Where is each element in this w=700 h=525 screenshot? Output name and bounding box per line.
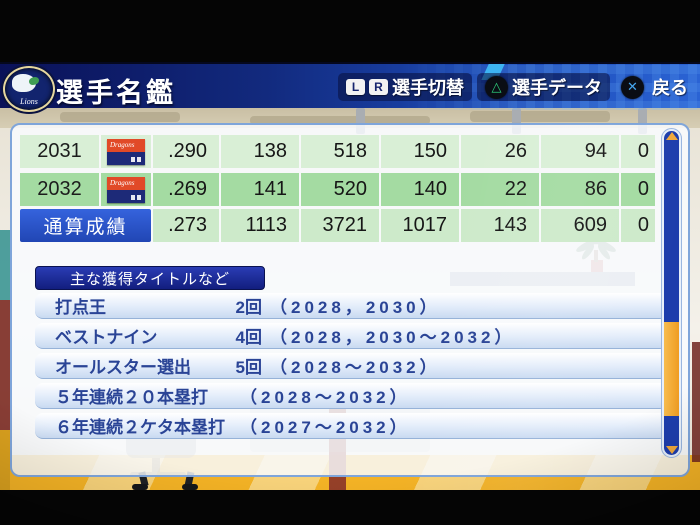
lions-logo-word: Lions bbox=[20, 97, 38, 106]
title-years: （2028，2030～2032） bbox=[270, 328, 516, 347]
scrollbar-track[interactable] bbox=[664, 131, 679, 455]
stats-row-2032: 2032 Dragons .269 141 520 140 22 86 0 bbox=[20, 173, 655, 206]
header-bar: Lions 選手名鑑 L R 選手切替 △ 選手データ ✕ 戻る bbox=[0, 62, 700, 112]
ab-cell: 518 bbox=[301, 135, 379, 168]
hits-cell: 1017 bbox=[381, 209, 459, 242]
lions-team-logo-icon: Lions bbox=[3, 66, 55, 112]
hits-cell: 150 bbox=[381, 135, 459, 168]
title-years: （2028，2030） bbox=[270, 298, 441, 317]
year-cell: 2032 bbox=[20, 173, 99, 206]
avg-cell: .269 bbox=[153, 173, 219, 206]
chair-wheel bbox=[132, 484, 148, 490]
title-row-rbi-king: 打点王 2回 （2028，2030） bbox=[35, 293, 668, 319]
bg-prop bbox=[0, 430, 10, 490]
bg-prop bbox=[0, 300, 10, 430]
switch-player-label: 選手切替 bbox=[392, 78, 464, 98]
cross-button-icon[interactable]: ✕ bbox=[621, 75, 644, 99]
title-label: オールスター選出 bbox=[55, 358, 191, 377]
year-cell: 2031 bbox=[20, 135, 99, 168]
title-row-best-nine: ベストナイン 4回 （2028，2030～2032） bbox=[35, 323, 668, 349]
vertical-scrollbar[interactable] bbox=[661, 128, 682, 458]
career-total-label: 通算成績 bbox=[20, 209, 151, 242]
back-control[interactable]: ✕ 戻る bbox=[615, 71, 694, 103]
title-count: 2回 bbox=[235, 298, 262, 317]
title-row-all-star: オールスター選出 5回 （2028～2032） bbox=[35, 353, 668, 379]
dragons-flag-icon: Dragons bbox=[107, 138, 145, 165]
game-screen: Lions 選手名鑑 L R 選手切替 △ 選手データ ✕ 戻る bbox=[0, 62, 700, 490]
title-row-5yr-20hr: ５年連続２０本塁打 （2028～2032） bbox=[35, 383, 668, 409]
hr-cell: 22 bbox=[461, 173, 539, 206]
sb-cell: 0 bbox=[621, 209, 655, 242]
bg-prop bbox=[692, 342, 700, 462]
title-label: ベストナイン bbox=[55, 328, 158, 347]
back-label: 戻る bbox=[652, 78, 688, 98]
bg-prop bbox=[0, 230, 10, 300]
team-cell: Dragons bbox=[101, 173, 151, 206]
scroll-down-icon[interactable] bbox=[665, 446, 678, 454]
player-data-control[interactable]: △ 選手データ bbox=[477, 73, 610, 101]
games-cell: 1113 bbox=[221, 209, 299, 242]
ab-cell: 520 bbox=[301, 173, 379, 206]
games-cell: 141 bbox=[221, 173, 299, 206]
dragons-flag-icon: Dragons bbox=[107, 176, 145, 203]
avg-cell: .290 bbox=[153, 135, 219, 168]
avg-cell: .273 bbox=[153, 209, 219, 242]
title-label: ６年連続２ケタ本塁打 bbox=[55, 418, 225, 437]
title-years: （2028～2032） bbox=[270, 358, 441, 377]
titles-section-heading: 主な獲得タイトルなど bbox=[35, 266, 265, 290]
rbi-cell: 94 bbox=[541, 135, 619, 168]
title-count: 5回 bbox=[235, 358, 262, 377]
title-years: （2028～2032） bbox=[240, 388, 411, 407]
hr-cell: 143 bbox=[461, 209, 539, 242]
header-controls: L R 選手切替 △ 選手データ ✕ 戻る bbox=[338, 69, 694, 105]
title-row-6yr-double-digit-hr: ６年連続２ケタ本塁打 （2027～2032） bbox=[35, 413, 668, 439]
title-years: （2027～2032） bbox=[240, 418, 411, 437]
stats-row-career-total: 通算成績 .273 1113 3721 1017 143 609 0 bbox=[20, 209, 655, 242]
switch-player-control[interactable]: L R 選手切替 bbox=[338, 73, 472, 101]
rbi-cell: 86 bbox=[541, 173, 619, 206]
hits-cell: 140 bbox=[381, 173, 459, 206]
team-cell: Dragons bbox=[101, 135, 151, 168]
games-cell: 138 bbox=[221, 135, 299, 168]
r-shoulder-key[interactable]: R bbox=[369, 79, 388, 95]
title-label: ５年連続２０本塁打 bbox=[55, 388, 208, 407]
sb-cell: 0 bbox=[621, 135, 655, 168]
scrollbar-thumb[interactable] bbox=[664, 322, 679, 417]
scroll-up-icon[interactable] bbox=[665, 132, 678, 140]
rbi-cell: 609 bbox=[541, 209, 619, 242]
stats-row-2031: 2031 Dragons .290 138 518 150 26 94 0 bbox=[20, 135, 655, 168]
sb-cell: 0 bbox=[621, 173, 655, 206]
l-shoulder-key[interactable]: L bbox=[346, 79, 365, 95]
player-data-label: 選手データ bbox=[512, 78, 602, 98]
chair-wheel bbox=[182, 484, 198, 490]
title-label: 打点王 bbox=[55, 298, 106, 317]
hr-cell: 26 bbox=[461, 135, 539, 168]
page-title: 選手名鑑 bbox=[56, 78, 176, 108]
ab-cell: 3721 bbox=[301, 209, 379, 242]
triangle-button-icon[interactable]: △ bbox=[485, 75, 508, 99]
title-count: 4回 bbox=[235, 328, 262, 347]
